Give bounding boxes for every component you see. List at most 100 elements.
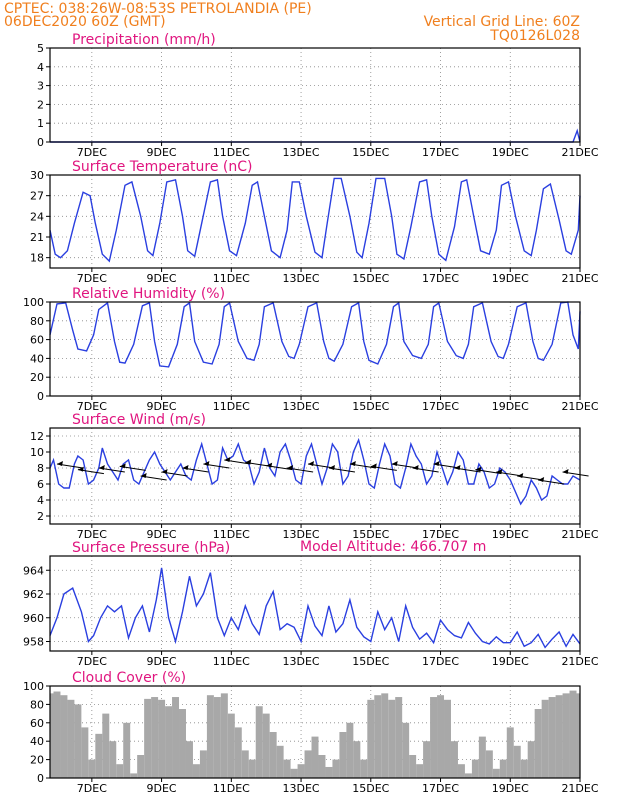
y-tick-label: 100 xyxy=(23,296,44,309)
wind-arrow-head xyxy=(433,461,440,466)
cloud-bar xyxy=(213,697,221,778)
cloud-bar xyxy=(450,741,458,778)
x-tick-label: 19DEC xyxy=(492,400,529,413)
panel-0: Precipitation (mm/h) 0 1 2 3 4 5 7DEC 9DEC 11DEC 1… xyxy=(37,32,599,159)
cloud-bar xyxy=(374,695,382,778)
cloud-bar xyxy=(172,697,180,778)
y-tick-label: 18 xyxy=(30,252,44,265)
wind-arrow-head xyxy=(77,466,84,472)
cloud-bar xyxy=(332,759,340,778)
cloud-bar xyxy=(60,695,68,778)
panel-title: Surface Temperature (nC) xyxy=(72,159,253,175)
x-tick-label: 19DEC xyxy=(492,782,529,795)
cloud-bar xyxy=(430,697,438,778)
cloud-bar xyxy=(492,768,500,778)
x-tick-label: 15DEC xyxy=(352,272,389,285)
wind-arrow-head xyxy=(119,463,126,469)
cloud-bar xyxy=(534,709,542,778)
wind-arrow-head xyxy=(349,461,356,466)
wind-arrow-head xyxy=(538,477,545,482)
cloud-bar xyxy=(248,759,256,778)
x-tick-label: 7DEC xyxy=(77,655,107,668)
cloud-bar xyxy=(409,755,417,778)
plot-frame xyxy=(49,174,581,269)
y-tick-label: 27 xyxy=(30,190,44,203)
cloud-bar xyxy=(520,759,528,778)
cloud-bar xyxy=(109,741,117,778)
x-tick-label: 17DEC xyxy=(422,146,459,159)
cloud-bar xyxy=(416,764,424,778)
wind-arrow-head xyxy=(266,462,273,468)
cloud-bar xyxy=(179,709,186,778)
y-tick-label: 20 xyxy=(30,371,44,384)
cloud-bar xyxy=(234,727,242,778)
cloud-bar xyxy=(283,759,291,778)
x-tick-label: 7DEC xyxy=(77,782,107,795)
y-tick-label: 0 xyxy=(37,390,44,403)
x-tick-label: 7DEC xyxy=(77,272,107,285)
cloud-bar xyxy=(555,695,563,778)
x-tick-label: 17DEC xyxy=(422,655,459,668)
x-tick-label: 19DEC xyxy=(492,272,529,285)
cloud-bar xyxy=(290,768,298,778)
wind-arrow-head xyxy=(412,465,419,470)
cloud-bar xyxy=(457,764,465,778)
cloud-bar xyxy=(185,741,193,778)
panel-title: Precipitation (mm/h) xyxy=(72,32,216,48)
cloud-bar xyxy=(569,690,577,778)
x-tick-label: 9DEC xyxy=(147,782,177,795)
wind-arrow-head xyxy=(391,461,398,466)
x-tick-label: 13DEC xyxy=(282,146,319,159)
cloud-bar xyxy=(74,704,82,778)
x-tick-label: 19DEC xyxy=(492,528,529,541)
panel-5: Cloud Cover (%) 0 20 40 60 80 100 7DEC 9DEC 11DEC… xyxy=(23,670,599,795)
cloud-bar xyxy=(262,713,270,778)
cloud-bar xyxy=(165,706,173,778)
y-tick-label: 2 xyxy=(37,98,44,111)
cloud-bar xyxy=(506,727,514,778)
model-altitude: Model Altitude: 466.707 m xyxy=(300,539,486,555)
x-tick-label: 9DEC xyxy=(147,146,177,159)
x-tick-label: 13DEC xyxy=(282,655,319,668)
panel-3: Surface Wind (m/s) 2 4 6 8 10 12 7DEC 9DEC 11DEC 1… xyxy=(30,412,599,541)
cloud-bar xyxy=(464,773,472,778)
panel-title: Surface Pressure (hPa) xyxy=(72,540,230,556)
cloud-bar xyxy=(192,764,200,778)
x-tick-label: 17DEC xyxy=(422,782,459,795)
x-tick-label: 19DEC xyxy=(492,655,529,668)
cloud-bar xyxy=(478,736,486,778)
wind-arrow-head xyxy=(562,469,569,474)
panel-title: Relative Humidity (%) xyxy=(72,286,225,302)
y-tick-label: 960 xyxy=(23,612,44,625)
cloud-bar xyxy=(304,750,312,778)
wind-arrow-head xyxy=(370,463,377,469)
x-tick-label: 15DEC xyxy=(352,400,389,413)
cloud-bar xyxy=(423,741,431,778)
cloud-bar xyxy=(444,699,451,778)
y-tick-label: 4 xyxy=(37,61,44,74)
x-tick-label: 17DEC xyxy=(422,272,459,285)
x-tick-label: 15DEC xyxy=(352,782,389,795)
plot-frame xyxy=(49,555,581,652)
x-tick-label: 21DEC xyxy=(561,272,598,285)
cloud-bar xyxy=(325,766,333,778)
cloud-bar xyxy=(513,745,521,778)
cloud-bar xyxy=(576,693,580,778)
cloud-bar xyxy=(541,699,549,778)
y-tick-label: 2 xyxy=(37,510,44,523)
cloud-bar xyxy=(220,693,228,778)
x-tick-label: 17DEC xyxy=(422,528,459,541)
cloud-bar xyxy=(297,764,305,778)
cloud-bar xyxy=(562,693,570,778)
x-tick-label: 21DEC xyxy=(561,782,598,795)
cloud-bar xyxy=(269,732,277,778)
y-tick-label: 100 xyxy=(23,680,44,693)
panel-2: Relative Humidity (%) 0 20 40 60 80 100 7DEC 9DE… xyxy=(23,286,599,413)
x-tick-label: 21DEC xyxy=(561,528,598,541)
x-tick-label: 9DEC xyxy=(147,400,177,413)
cloud-bar xyxy=(471,759,479,778)
y-tick-label: 6 xyxy=(37,478,44,491)
y-tick-label: 21 xyxy=(30,231,44,244)
cloud-bar xyxy=(102,713,110,778)
